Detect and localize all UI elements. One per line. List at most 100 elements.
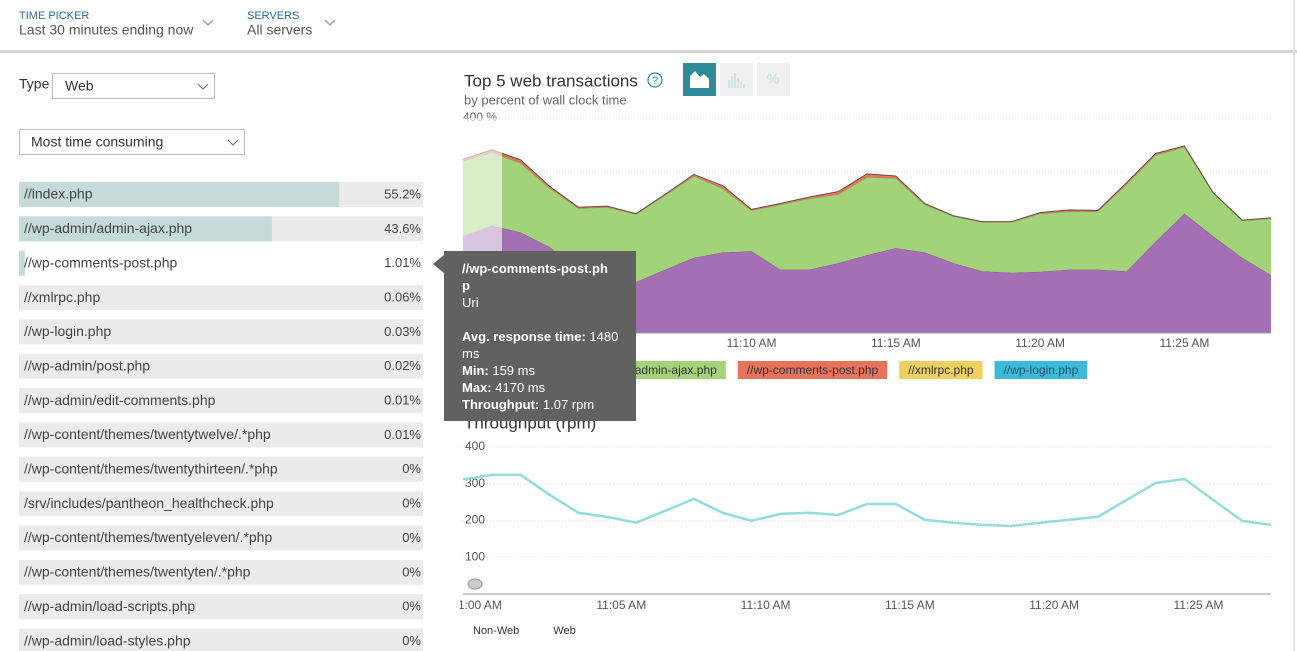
x-tick-label: 11:20 AM [1029, 598, 1079, 612]
transaction-row[interactable]: //wp-comments-post.php 1.01% [19, 250, 423, 276]
area-button[interactable] [683, 63, 716, 96]
button-bg [757, 63, 790, 96]
legend-swatch [737, 361, 888, 379]
row-bg [19, 422, 423, 448]
transaction-row[interactable]: /srv/includes/pantheon_healthcheck.php 0% [19, 491, 423, 517]
scrollbar-edge [1293, 0, 1295, 651]
transaction-row[interactable]: //wp-admin/edit-comments.php 0.01% [19, 388, 423, 414]
x-tick-label: 11:05 AM [596, 598, 646, 612]
sort-value: Most time consuming [31, 134, 163, 150]
x-tick-label: 11:25 AM [1174, 598, 1224, 612]
legend-label[interactable]: Web [553, 625, 575, 637]
servers-value: All servers [247, 22, 312, 38]
row-name: //wp-content/themes/twentythirteen/.*php [24, 461, 278, 477]
row-percent: 0.01% [384, 427, 421, 442]
row-name: //wp-admin/edit-comments.php [24, 392, 216, 408]
area [463, 213, 1271, 333]
area-icon [690, 71, 709, 88]
row-percent: 0% [402, 564, 421, 579]
row-name: //wp-comments-post.php [24, 254, 177, 270]
chart-subtitle: by percent of wall clock time [464, 92, 627, 107]
toggle-icon[interactable] [467, 578, 483, 590]
row-name: //wp-content/themes/twentyten/.*php [24, 564, 251, 580]
y-tick-label: 200 [465, 513, 485, 527]
bar-button[interactable] [720, 63, 753, 96]
row-percent: 0% [402, 633, 421, 648]
legend-label: //wp-comments-post.php [747, 363, 879, 377]
tooltip-row-value: 4170 ms [495, 380, 546, 395]
transaction-row[interactable]: //xmlrpc.php 0.06% [19, 285, 423, 311]
y-tick-label: 100 [465, 549, 485, 563]
row-percent: 0% [402, 496, 421, 511]
spacer [462, 311, 622, 328]
chevron [324, 19, 336, 26]
tooltip-title: //wp-comments-post.php [462, 261, 608, 293]
row-percent: 0% [402, 530, 421, 545]
legend-label: //xmlrpc.php [908, 363, 974, 377]
header-divider [0, 50, 1297, 53]
x-tick-label: 11:25 AM [1160, 336, 1210, 350]
tooltip-row-value: 1480 ms [462, 329, 619, 361]
legend-item[interactable]: //xmlrpc.php [899, 361, 983, 379]
time-picker[interactable]: TIME PICKER Last 30 minutes ending now [19, 10, 214, 38]
tooltip-arrow [433, 255, 444, 273]
row-name: //wp-content/themes/twentytwelve/.*php [24, 426, 271, 442]
row-bg [19, 559, 423, 585]
row-name: //wp-login.php [24, 323, 111, 339]
row-percent: 0% [402, 599, 421, 614]
row-bar [19, 182, 340, 207]
type-select[interactable]: Web [52, 73, 215, 99]
tooltip-row-value: 1.07 rpm [542, 397, 595, 412]
legend-item[interactable]: //wp-login.php [994, 361, 1088, 379]
transaction-row[interactable]: //index.php 55.2% [19, 182, 423, 207]
tooltip-row: Avg. response time: 1480 ms [462, 328, 622, 362]
percent-button[interactable]: % [757, 63, 790, 96]
tooltip-row: Throughput: 1.07 rpm [462, 396, 622, 413]
select-box [52, 73, 215, 99]
row-name: /srv/includes/pantheon_healthcheck.php [24, 495, 274, 511]
transaction-row[interactable]: //wp-admin/admin-ajax.php 43.6% [19, 216, 423, 242]
row-percent: 55.2% [384, 186, 421, 201]
area [463, 147, 1271, 282]
row-percent: 43.6% [384, 221, 421, 236]
transaction-row[interactable]: //wp-content/themes/twentyeleven/.*php 0% [19, 525, 423, 551]
tooltip-row-label: Throughput: [462, 397, 540, 412]
transaction-row[interactable]: //wp-admin/post.php 0.02% [19, 353, 423, 379]
transaction-row[interactable]: //wp-content/themes/twentythirteen/.*php… [19, 456, 423, 482]
row-bg [19, 594, 423, 620]
legend-item[interactable]: //wp-comments-post.php [737, 361, 888, 379]
percent-label: % [767, 71, 779, 87]
row-name: //xmlrpc.php [24, 289, 100, 305]
row-percent: 0.03% [384, 324, 421, 339]
transaction-row[interactable]: //wp-admin/load-scripts.php 0% [19, 594, 423, 620]
time-picker-label: TIME PICKER [19, 10, 89, 22]
servers-picker[interactable]: SERVERS All servers [247, 10, 336, 38]
transaction-row[interactable]: //wp-admin/load-styles.php 0% [19, 628, 423, 651]
tooltip: //wp-comments-post.php Uri Avg. response… [444, 251, 636, 421]
row-bg [19, 628, 423, 651]
y-tick-label: 400 [465, 439, 485, 453]
transaction-row[interactable]: //wp-login.php 0.03% [19, 319, 423, 345]
chart-title: Top 5 web transactions [464, 71, 638, 90]
row-bg [19, 285, 423, 311]
transaction-row[interactable]: //wp-content/themes/twentyten/.*php 0% [19, 559, 423, 585]
legend-swatch [899, 361, 983, 379]
sort-select[interactable]: Most time consuming [19, 129, 245, 155]
legend-swatch [994, 361, 1088, 379]
row-bg [19, 388, 423, 414]
legend-label: //wp-login.php [1004, 363, 1079, 377]
x-tick-label: 11:10 AM [727, 336, 777, 350]
transaction-row[interactable]: //wp-content/themes/twentytwelve/.*php 0.… [19, 422, 423, 448]
x-tick-label: 11:00 AM [452, 598, 502, 612]
row-name: //index.php [24, 186, 93, 202]
row-bar [19, 250, 25, 276]
row-percent: 0.02% [384, 358, 421, 373]
chevron [197, 83, 209, 90]
legend-label[interactable]: Non-Web [473, 625, 519, 637]
row-name: //wp-admin/post.php [24, 357, 150, 373]
row-percent: 0% [402, 461, 421, 476]
help-icon[interactable] [647, 72, 663, 88]
